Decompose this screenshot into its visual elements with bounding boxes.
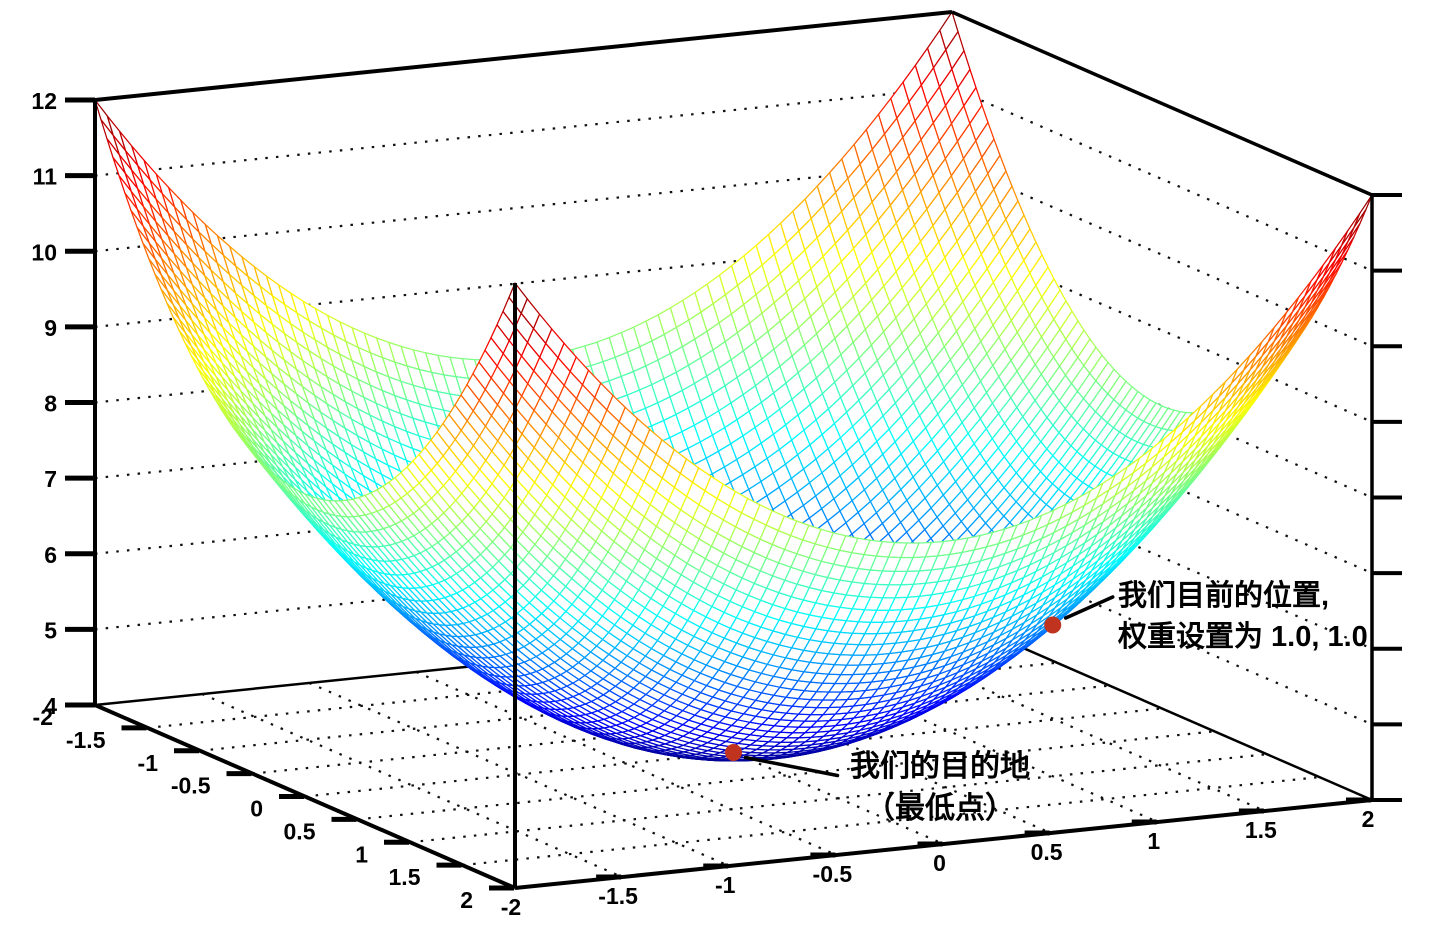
x-axis-ticks: -2 -1.5 -1 -0.5 0 0.5 1 1.5 2: [489, 797, 1375, 920]
tick-label: 4: [44, 693, 57, 719]
leader-line-destination: [743, 755, 840, 778]
tick-label: 2: [460, 887, 473, 913]
annotation-current-position: 我们目前的位置, 权重设置为 1.0, 1.0: [1118, 576, 1368, 658]
tick-label: 5: [44, 617, 57, 643]
annotation-destination: 我们的目的地 （最低点）: [810, 746, 1070, 830]
tick-label: -2: [501, 894, 521, 920]
annotation-destination-line2: （最低点）: [865, 792, 1015, 825]
y-axis-ticks: -2 -1.5 -1 -0.5 0 0.5 1 1.5 2: [33, 702, 514, 913]
tick-label: 0.5: [1031, 839, 1063, 865]
tick-label: 9: [44, 315, 57, 341]
tick-label: 1.5: [389, 864, 421, 890]
surface-mesh: [94, 11, 1373, 762]
tick-label: 1: [1147, 828, 1160, 854]
annotation-markers: [725, 595, 1115, 778]
tick-label: -0.5: [813, 861, 853, 887]
tick-label: -1: [138, 750, 159, 776]
tick-label: 10: [31, 239, 57, 265]
tick-label: 1.5: [1245, 817, 1277, 843]
tick-label: 1: [355, 841, 368, 867]
destination-dot: [725, 744, 742, 761]
tick-label: 12: [31, 88, 57, 114]
tick-label: -2: [33, 704, 53, 730]
tick-label: 8: [44, 391, 57, 417]
leader-line-current-position: [1064, 595, 1115, 620]
current-position-dot: [1044, 616, 1062, 634]
annotation-current-position-line1: 我们目前的位置,: [1118, 580, 1330, 612]
annotation-destination-line1: 我们的目的地: [850, 750, 1030, 783]
tick-label: 7: [44, 466, 57, 492]
tick-label: 11: [33, 164, 58, 190]
annotation-current-position-line2: 权重设置为 1.0, 1.0: [1118, 621, 1368, 653]
tick-label: 6: [44, 542, 57, 568]
tick-label: -1.5: [598, 883, 638, 909]
tick-label: 0: [250, 796, 263, 822]
tick-label: 2: [1362, 806, 1375, 832]
tick-label: 0: [933, 850, 946, 876]
tick-label: -1.5: [66, 727, 106, 753]
tick-label: -1: [715, 872, 736, 898]
tick-label: -0.5: [171, 773, 211, 799]
z-axis-ticks: 4 5 6 7 8 9 10 11 12: [31, 88, 1402, 802]
tick-label: 0.5: [284, 818, 316, 844]
